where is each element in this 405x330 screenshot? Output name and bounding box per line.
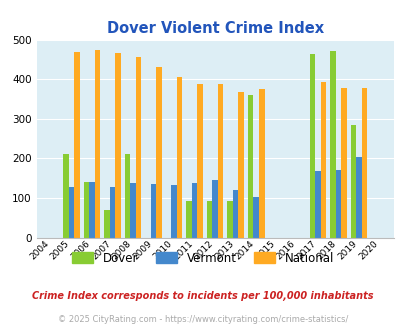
Bar — [104, 210, 109, 238]
Bar — [320, 82, 325, 238]
Bar — [94, 50, 100, 238]
Title: Dover Violent Crime Index: Dover Violent Crime Index — [107, 21, 323, 36]
Bar — [63, 154, 68, 238]
Bar — [355, 157, 361, 238]
Bar — [136, 57, 141, 238]
Text: Crime Index corresponds to incidents per 100,000 inhabitants: Crime Index corresponds to incidents per… — [32, 291, 373, 301]
Bar — [361, 87, 367, 238]
Bar — [335, 170, 340, 238]
Bar — [314, 171, 320, 238]
Bar — [227, 201, 232, 238]
Bar — [247, 95, 253, 238]
Bar — [238, 92, 243, 238]
Bar — [74, 52, 79, 238]
Bar — [83, 182, 89, 238]
Bar — [309, 54, 314, 238]
Bar — [89, 182, 94, 238]
Bar — [212, 180, 217, 238]
Bar — [350, 125, 355, 238]
Text: © 2025 CityRating.com - https://www.cityrating.com/crime-statistics/: © 2025 CityRating.com - https://www.city… — [58, 315, 347, 324]
Bar — [115, 53, 121, 238]
Bar — [68, 187, 74, 238]
Bar — [207, 201, 212, 238]
Bar — [258, 89, 264, 238]
Bar — [124, 154, 130, 238]
Bar — [217, 84, 223, 238]
Bar — [130, 183, 136, 238]
Bar — [156, 67, 162, 238]
Bar — [150, 184, 156, 238]
Bar — [232, 190, 238, 238]
Bar — [192, 183, 197, 238]
Bar — [197, 84, 202, 238]
Bar — [329, 51, 335, 238]
Bar — [171, 185, 177, 238]
Bar — [253, 197, 258, 238]
Bar — [340, 87, 346, 238]
Bar — [177, 77, 182, 238]
Bar — [186, 201, 192, 238]
Bar — [109, 187, 115, 238]
Legend: Dover, Vermont, National: Dover, Vermont, National — [67, 247, 338, 270]
